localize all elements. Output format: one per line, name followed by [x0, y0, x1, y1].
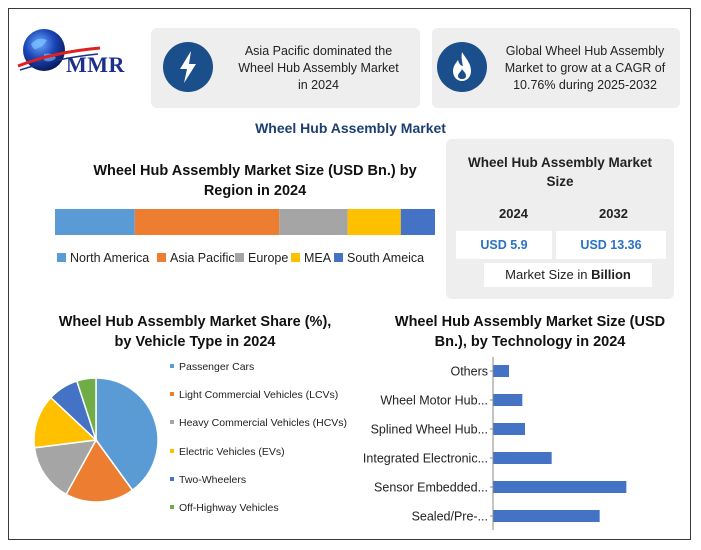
main-title: Wheel Hub Assembly Market [255, 120, 446, 136]
legend-asia-pacific: Asia Pacific [157, 251, 235, 265]
region-bar-segment-asia-pacific [134, 209, 280, 235]
tech-bar-4 [493, 452, 552, 464]
technology-bar-chart: Others Wheel Motor Hub... Splined Wheel Hu… [363, 357, 627, 530]
vehicle-type-pie-chart [33, 377, 159, 503]
tech-chart-title-line-1: Wheel Hub Assembly Market Size (USD [394, 314, 666, 330]
legend-swatch [170, 477, 174, 481]
tech-chart-title-line-2: Bn.), by Technology in 2024 [434, 334, 626, 350]
tech-category-label-6: Sealed/Pre-... [412, 510, 488, 524]
pie-legend-evs: Electric Vehicles (EVs) [170, 446, 285, 458]
region-stacked-bar-chart [55, 209, 435, 235]
lightning-bolt-icon [163, 42, 213, 92]
panel-title-line-1: Wheel Hub Assembly Market [467, 155, 653, 170]
flame-icon [437, 42, 487, 92]
tech-bar-6 [493, 510, 600, 522]
tech-category-label-2: Wheel Motor Hub... [380, 394, 488, 408]
tech-category-label-4: Integrated Electronic... [363, 452, 488, 466]
legend-swatch [334, 253, 343, 262]
pie-slice-1 [95, 377, 159, 492]
pie-legend-hcvs: Heavy Commercial Vehicles (HCVs) [170, 417, 347, 429]
legend-swatch [57, 253, 66, 262]
pie-slice-2 [65, 438, 134, 503]
region-bar-segment-europe [279, 209, 348, 235]
tech-bar-1 [493, 365, 509, 377]
pie-slice-4 [33, 396, 98, 449]
pie-slice-3 [33, 439, 98, 496]
pie-legend-two-wheelers: Two-Wheelers [170, 474, 246, 486]
pie-legend-lcvs: Light Commercial Vehicles (LCVs) [170, 389, 338, 401]
legend-swatch [170, 364, 174, 368]
tech-category-label-1: Others [450, 365, 488, 379]
card-1-line-3: in 2024 [297, 78, 339, 92]
legend-europe: Europe [235, 251, 288, 265]
year-2024: 2024 [499, 206, 528, 221]
region-bar-segment-south-ameica [400, 209, 435, 235]
legend-swatch [170, 449, 174, 453]
legend-north-america: North America [57, 251, 149, 265]
logo-text: MMR [66, 52, 125, 77]
card-1-line-1: Asia Pacific dominated the [244, 44, 393, 58]
market-size-unit: Market Size in Billion [484, 263, 652, 287]
legend-swatch [291, 253, 300, 262]
card-2-line-1: Global Wheel Hub Assembly [505, 44, 665, 58]
tech-bar-3 [493, 423, 525, 435]
legend-swatch [157, 253, 166, 262]
region-chart-title-line-1: Wheel Hub Assembly Market Size (USD Bn.)… [93, 163, 417, 179]
legend-swatch [235, 253, 244, 262]
region-bar-segment-north-america [55, 209, 135, 235]
legend-swatch [170, 392, 174, 396]
tech-bar-2 [493, 394, 523, 406]
region-chart-title-line-2: Region in 2024 [203, 183, 307, 199]
cagr-card: Global Wheel Hub Assembly Market to grow… [432, 28, 680, 108]
pie-legend-off-highway: Off-Highway Vehicles [170, 502, 279, 514]
pie-slice-6 [75, 377, 97, 441]
mmr-logo [17, 29, 101, 71]
pie-chart-title-line-2: by Vehicle Type in 2024 [114, 334, 276, 350]
card-1-line-2: Wheel Hub Assembly Market [238, 61, 399, 75]
tech-category-label-3: Splined Wheel Hub... [371, 423, 488, 437]
legend-swatch [170, 505, 174, 509]
card-2-line-3: 10.76% during 2025-2032 [513, 78, 657, 92]
pie-legend-passenger-cars: Passenger Cars [170, 361, 254, 373]
panel-title-line-2: Size [546, 174, 574, 189]
region-bar-segment-mea [347, 209, 401, 235]
legend-south-america: South Ameica [334, 251, 424, 265]
value-2032: USD 13.36 [556, 231, 666, 259]
value-2024: USD 5.9 [456, 231, 552, 259]
market-size-panel: Wheel Hub Assembly Market Size 2024 2032… [446, 139, 674, 299]
card-2-line-2: Market to grow at a CAGR of [504, 61, 666, 75]
year-2032: 2032 [599, 206, 628, 221]
asia-pacific-card: Asia Pacific dominated the Wheel Hub Ass… [151, 28, 420, 108]
infographic-frame [8, 8, 691, 540]
tech-category-label-5: Sensor Embedded... [374, 481, 488, 495]
legend-swatch [170, 420, 174, 424]
pie-chart-title-line-1: Wheel Hub Assembly Market Share (%), [58, 314, 332, 330]
legend-mea: MEA [291, 251, 331, 265]
tech-bar-5 [493, 481, 627, 493]
